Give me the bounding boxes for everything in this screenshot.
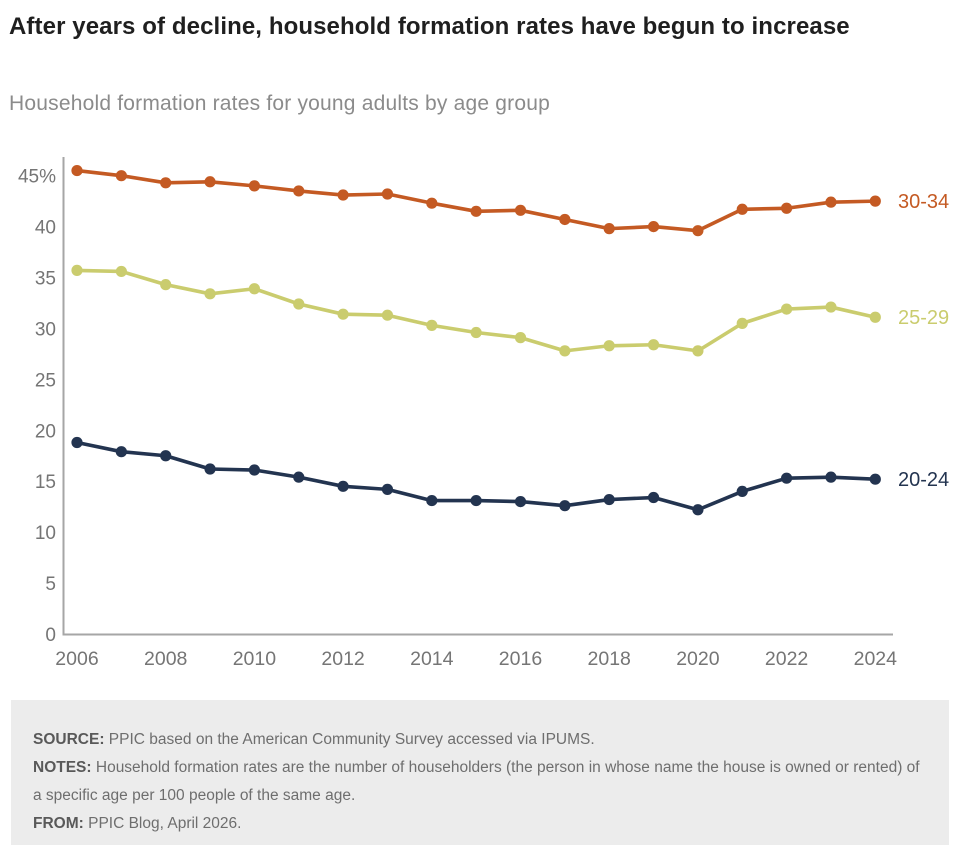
y-tick-label: 15: [35, 472, 56, 493]
data-point-25-29-2017: [559, 345, 571, 357]
data-point-25-29-2010: [248, 283, 260, 295]
data-point-25-29-2018: [603, 340, 615, 352]
footnote-from-label: FROM:: [33, 815, 84, 832]
footer-notes-panel: SOURCE: PPIC based on the American Commu…: [11, 700, 949, 845]
data-point-20-24-2020: [692, 504, 704, 516]
data-point-20-24-2010: [248, 464, 260, 476]
data-point-25-29-2014: [426, 319, 438, 331]
footnote-notes-text: Household formation rates are the number…: [33, 759, 920, 804]
data-point-20-24-2017: [559, 500, 571, 512]
series-line-30-34: [75, 168, 878, 233]
x-tick-label: 2010: [233, 648, 277, 670]
data-point-30-34-2019: [647, 221, 660, 233]
data-point-25-29-2023: [825, 301, 837, 313]
chart-subtitle: Household formation rates for young adul…: [9, 92, 550, 115]
data-point-30-34-2012: [337, 189, 349, 201]
data-point-25-29-2007: [115, 265, 127, 278]
y-tick-label: 5: [45, 574, 56, 595]
x-tick-label: 2008: [144, 648, 187, 670]
data-point-25-29-2006: [71, 264, 83, 276]
data-point-30-34-2006: [71, 164, 83, 177]
series-line-25-29: [75, 268, 878, 353]
data-point-20-24-2008: [160, 450, 172, 462]
data-point-30-34-2013: [381, 188, 394, 200]
data-point-20-24-2019: [647, 491, 660, 504]
data-point-30-34-2021: [736, 203, 748, 215]
series-end-label-25-29: 25-29: [898, 307, 949, 329]
data-point-25-29-2008: [160, 279, 172, 291]
data-point-25-29-2015: [470, 326, 482, 339]
data-point-30-34-2007: [115, 170, 127, 182]
y-tick-label: 30: [35, 319, 56, 340]
data-point-20-24-2012: [337, 480, 349, 492]
x-tick-label: 2014: [410, 648, 454, 670]
footnote-source-text: PPIC based on the American Community Sur…: [108, 731, 595, 748]
chart-title: After years of decline, household format…: [9, 13, 850, 40]
data-point-20-24-2014: [426, 494, 438, 507]
y-tick-label: 40: [35, 218, 56, 239]
data-point-20-24-2023: [825, 471, 837, 483]
series-end-label-20-24: 20-24: [898, 469, 949, 491]
data-point-30-34-2024: [869, 195, 881, 207]
data-point-25-29-2020: [692, 345, 704, 357]
data-point-20-24-2016: [514, 495, 527, 508]
data-point-20-24-2009: [204, 463, 216, 475]
x-tick-label: 2018: [588, 648, 631, 670]
footnote-notes-label: NOTES:: [33, 759, 92, 776]
y-tick-label: 0: [45, 625, 56, 646]
footnote-from: FROM: PPIC Blog, April 2026.: [33, 810, 927, 838]
data-point-30-34-2016: [514, 204, 527, 216]
x-tick-label: 2024: [854, 648, 898, 670]
data-point-30-34-2009: [204, 176, 216, 188]
footnote-notes: NOTES: Household formation rates are the…: [33, 754, 927, 810]
data-point-30-34-2015: [470, 205, 482, 217]
data-point-20-24-2021: [736, 485, 748, 498]
footnote-source: SOURCE: PPIC based on the American Commu…: [33, 726, 927, 754]
y-tick-label: 25: [35, 370, 56, 391]
data-point-20-24-2006: [71, 436, 83, 449]
data-point-30-34-2018: [603, 223, 615, 235]
y-tick-label: 20: [35, 421, 56, 442]
x-tick-label: 2016: [499, 648, 542, 670]
data-point-30-34-2014: [426, 197, 438, 209]
data-point-25-29-2013: [381, 309, 394, 321]
x-tick-label: 2022: [765, 648, 808, 670]
y-tick-label: 10: [35, 523, 56, 544]
footnote-source-label: SOURCE:: [33, 731, 105, 748]
data-point-30-34-2010: [248, 180, 260, 192]
data-point-30-34-2017: [559, 213, 571, 226]
data-point-25-29-2009: [204, 288, 216, 300]
data-point-20-24-2007: [115, 446, 127, 458]
y-tick-label: 45%: [18, 167, 56, 188]
data-point-25-29-2016: [514, 332, 527, 344]
data-point-30-34-2020: [692, 225, 704, 237]
data-point-25-29-2024: [869, 311, 881, 323]
data-point-25-29-2019: [647, 339, 660, 351]
data-point-25-29-2012: [337, 308, 349, 320]
footnote-from-text: PPIC Blog, April 2026.: [88, 815, 242, 832]
data-point-30-34-2022: [781, 202, 793, 214]
x-tick-label: 2006: [55, 648, 98, 670]
x-tick-label: 2012: [321, 648, 364, 670]
series-end-label-30-34: 30-34: [898, 191, 949, 213]
data-point-20-24-2022: [781, 472, 793, 484]
data-point-20-24-2015: [470, 494, 482, 507]
data-point-20-24-2024: [869, 473, 881, 485]
data-point-25-29-2021: [736, 317, 748, 329]
x-tick-label: 2020: [676, 648, 720, 670]
data-point-30-34-2023: [825, 196, 837, 208]
data-point-20-24-2018: [603, 493, 615, 506]
data-point-30-34-2008: [160, 177, 172, 189]
data-point-25-29-2022: [781, 303, 793, 315]
data-point-20-24-2011: [293, 471, 305, 483]
data-point-25-29-2011: [293, 298, 305, 310]
data-point-20-24-2013: [381, 483, 394, 495]
y-tick-label: 35: [35, 269, 56, 290]
data-point-30-34-2011: [293, 185, 305, 197]
